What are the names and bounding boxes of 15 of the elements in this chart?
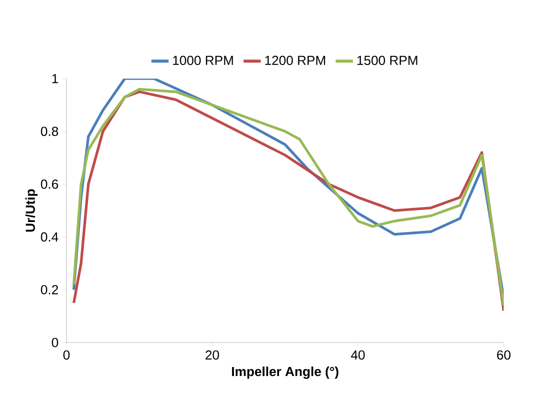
x-tick-label: 40: [350, 350, 365, 360]
x-tick-label: 60: [497, 350, 510, 360]
y-tick-label: 1: [52, 74, 58, 84]
y-tick-label: 0.4: [40, 232, 58, 242]
y-tick-label: 0.8: [40, 126, 58, 136]
x-tick-label: 20: [206, 350, 220, 360]
legend-label: 1000 RPM: [173, 56, 233, 66]
legend-label: 1200 RPM: [265, 56, 326, 66]
x-axis-title: Impeller Angle (°): [232, 366, 338, 379]
legend-label: 1500 RPM: [357, 56, 418, 66]
x-tick-label: 0: [63, 350, 70, 360]
y-axis-title: Ur/Utip: [25, 189, 38, 232]
y-tick-label: 0: [52, 338, 58, 348]
y-tick-label: 0.6: [40, 180, 58, 189]
y-tick-label: 0.2: [40, 285, 58, 294]
